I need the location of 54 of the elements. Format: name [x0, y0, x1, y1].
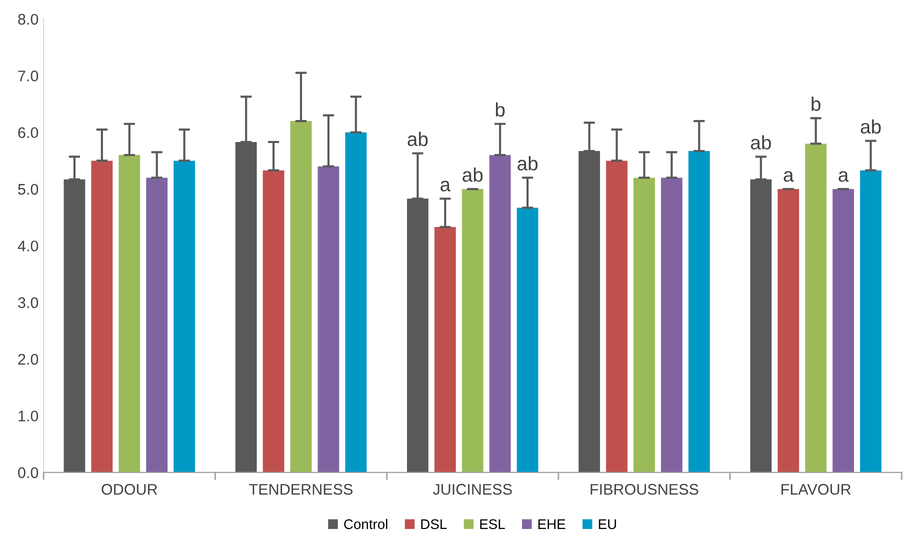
data-label: ab [408, 132, 428, 146]
data-label: ab [860, 119, 881, 134]
bar [778, 189, 800, 472]
y-tick-label: 5.0 [18, 184, 38, 195]
bar [262, 170, 284, 472]
bar [235, 142, 257, 472]
y-tick-label: 2.0 [18, 354, 38, 365]
bar [516, 208, 538, 472]
y-tick-label: 0.0 [18, 467, 38, 478]
bar [860, 170, 882, 472]
x-tick-label: FLAVOUR [782, 484, 851, 495]
data-label: ab [462, 168, 483, 182]
x-tick-label: JUICINESS [432, 484, 512, 495]
y-tick-label: 1.0 [18, 410, 38, 422]
data-label: b [496, 102, 505, 117]
data-label: ab [518, 156, 538, 170]
legend-label: EHE [538, 519, 566, 529]
bar [318, 166, 340, 472]
legend-label: ESL [480, 519, 505, 530]
y-tick-label: 6.0 [18, 127, 38, 138]
y-tick-label: 7.0 [18, 70, 38, 82]
y-tick-label: 3.0 [18, 297, 38, 308]
legend-label: DSL [421, 519, 447, 530]
bar [146, 178, 168, 472]
bar [688, 151, 710, 472]
bar [174, 160, 196, 472]
x-tick-label: TENDERNESS [249, 484, 353, 495]
bar [434, 227, 456, 472]
bar [805, 144, 827, 472]
bar [118, 155, 140, 472]
bar [660, 178, 682, 472]
bar [462, 189, 484, 472]
bar [750, 179, 772, 472]
data-label: ab [750, 135, 771, 150]
y-tick-label: 4.0 [18, 240, 38, 252]
data-label: a [440, 180, 451, 192]
legend-label: EU [598, 519, 616, 530]
y-tick-label: 8.0 [18, 14, 38, 25]
data-label: a [838, 171, 849, 182]
bar [406, 198, 428, 472]
x-tick-label: FIBROUSNESS [590, 484, 698, 495]
legend-label: Control [344, 518, 388, 530]
data-label: a [784, 171, 794, 182]
bar [634, 178, 655, 472]
bar [832, 189, 854, 472]
bar [489, 155, 511, 472]
bar [345, 132, 367, 472]
bar [91, 160, 113, 472]
x-tick-label: ODOUR [102, 484, 158, 495]
bar [64, 179, 86, 472]
bar [578, 151, 600, 472]
bar [290, 121, 312, 472]
bar [606, 160, 628, 472]
data-label: b [812, 96, 820, 111]
